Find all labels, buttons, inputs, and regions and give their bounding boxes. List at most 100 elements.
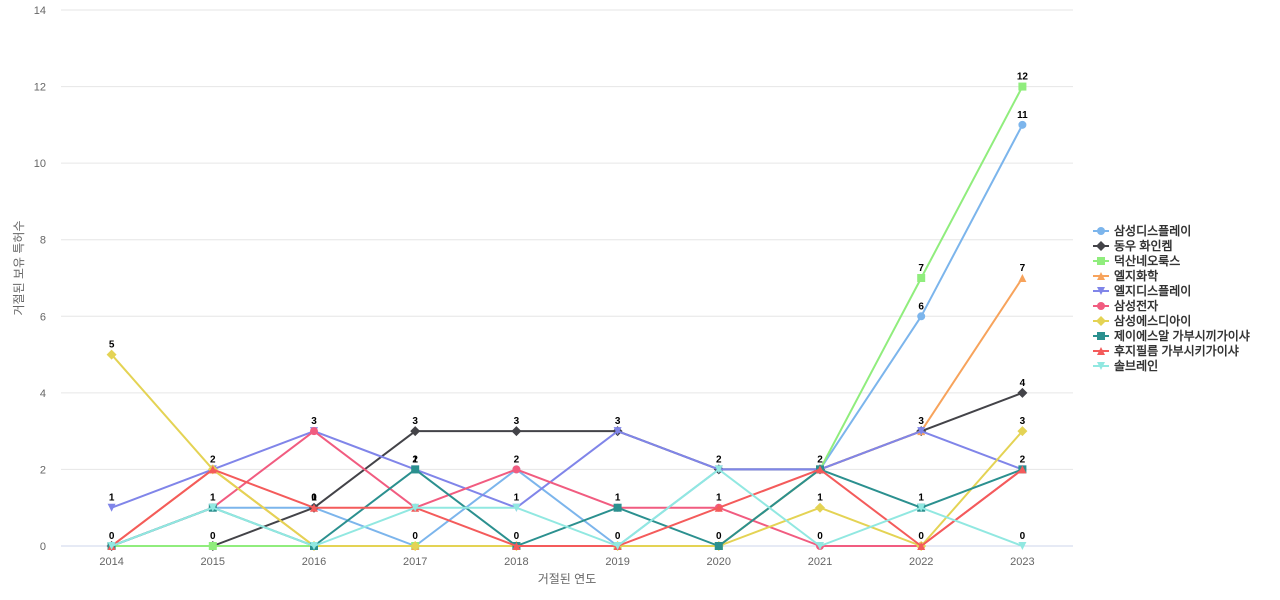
legend-item[interactable]: 동우 화인켐 — [1093, 238, 1173, 253]
data-label: 0 — [716, 531, 722, 542]
data-label: 1 — [918, 493, 924, 504]
x-tick-label: 2020 — [707, 556, 731, 568]
data-label: 0 — [109, 531, 115, 542]
data-label: 3 — [412, 416, 418, 427]
data-label: 1 — [109, 493, 115, 504]
legend-item[interactable]: 삼성에스디아이 — [1093, 313, 1191, 328]
data-point — [107, 503, 116, 512]
data-point — [1018, 542, 1027, 550]
series-lines — [106, 82, 1028, 551]
data-label: 3 — [615, 416, 621, 427]
data-label: 5 — [109, 340, 115, 351]
x-tick-label: 2021 — [808, 556, 832, 568]
legend-item[interactable]: 덕산네오룩스 — [1093, 253, 1180, 268]
data-label: 3 — [1020, 416, 1026, 427]
x-tick-label: 2016 — [302, 556, 326, 568]
y-tick-label: 8 — [40, 235, 46, 247]
data-label: 12 — [1017, 72, 1029, 83]
data-label: 0 — [615, 531, 621, 542]
x-tick-label: 2019 — [605, 556, 629, 568]
legend-item[interactable]: 엘지화학 — [1093, 268, 1158, 283]
series-10 — [107, 465, 1027, 550]
legend-label: 솔브레인 — [1114, 358, 1158, 373]
data-point — [1018, 465, 1027, 474]
legend-item[interactable]: 엘지디스플레이 — [1093, 283, 1191, 298]
data-point — [512, 465, 521, 474]
y-axis-title: 거절된 보유 특허수 — [12, 221, 26, 316]
legend-label: 덕산네오룩스 — [1114, 253, 1180, 268]
data-point — [411, 465, 420, 474]
data-label: 1 — [615, 493, 621, 504]
data-label: 7 — [1020, 263, 1026, 274]
data-point — [512, 542, 521, 550]
legend-label: 삼성전자 — [1114, 298, 1158, 313]
legend-item[interactable]: 제이에스알 가부시끼가이샤 — [1093, 328, 1250, 343]
legend-label: 삼성에스디아이 — [1114, 313, 1191, 328]
series-line — [110, 430, 1024, 509]
data-label: 11 — [1017, 110, 1028, 121]
legend-item[interactable]: 후지필름 가부시키가이샤 — [1093, 343, 1239, 358]
data-point — [410, 541, 421, 551]
y-tick-label: 0 — [40, 541, 46, 553]
data-label: 2 — [716, 454, 722, 465]
data-label: 0 — [817, 531, 823, 542]
data-point — [208, 542, 217, 550]
series-line — [110, 468, 1024, 547]
legend-marker — [1096, 316, 1106, 326]
data-label: 0 — [412, 531, 418, 542]
data-point — [917, 312, 926, 321]
y-tick-label: 12 — [34, 82, 46, 94]
legend-item[interactable]: 삼성디스플레이 — [1093, 223, 1191, 238]
data-point — [917, 542, 926, 550]
data-point — [208, 465, 217, 474]
data-label: 2 — [817, 454, 823, 465]
x-tick-label: 2014 — [99, 556, 123, 568]
data-point — [917, 427, 926, 436]
x-axis-ticks: 2014 2015 2016 2017 2018 2019 2020 2021 2022 2023 — [99, 556, 1034, 568]
series-line — [110, 353, 1024, 547]
legend-marker — [1096, 241, 1106, 251]
data-point — [106, 349, 117, 360]
data-point — [815, 502, 825, 513]
grid — [61, 9, 1073, 547]
legend-label: 엘지화학 — [1114, 268, 1158, 283]
data-point — [816, 542, 824, 550]
data-label: 4 — [1020, 378, 1026, 389]
legend-marker — [1097, 287, 1105, 295]
data-point — [1018, 82, 1027, 91]
data-label: 0 — [210, 531, 216, 542]
y-tick-label: 6 — [40, 311, 46, 323]
legend-item[interactable]: 삼성전자 — [1093, 298, 1158, 313]
data-point — [917, 503, 926, 512]
series-line — [110, 468, 1024, 547]
data-point — [410, 426, 421, 437]
data-point — [1017, 387, 1028, 398]
data-point — [613, 503, 622, 512]
data-label: 0 — [311, 493, 317, 504]
legend-item[interactable]: 솔브레인 — [1093, 358, 1158, 373]
data-point — [411, 503, 420, 512]
data-label: 1 — [716, 493, 722, 504]
data-point — [512, 503, 521, 512]
legend-label: 엘지디스플레이 — [1114, 283, 1191, 298]
x-tick-label: 2017 — [403, 556, 427, 568]
series-line — [110, 430, 1024, 547]
data-label: 2 — [412, 454, 418, 465]
legend-marker — [1097, 272, 1105, 280]
data-point — [1017, 426, 1028, 437]
data-label: 1 — [412, 454, 418, 465]
y-tick-label: 14 — [34, 5, 46, 17]
data-label: 0 — [514, 531, 520, 542]
legend-marker — [1097, 302, 1105, 310]
x-tick-label: 2018 — [504, 556, 528, 568]
series-9 — [107, 465, 1027, 550]
data-point — [511, 426, 522, 437]
data-point — [613, 427, 622, 436]
legend-marker — [1097, 227, 1105, 235]
x-tick-label: 2022 — [909, 556, 933, 568]
data-point — [310, 542, 318, 550]
data-point — [714, 542, 723, 550]
legend-label: 제이에스알 가부시끼가이샤 — [1114, 328, 1250, 343]
y-tick-label: 2 — [40, 464, 46, 476]
